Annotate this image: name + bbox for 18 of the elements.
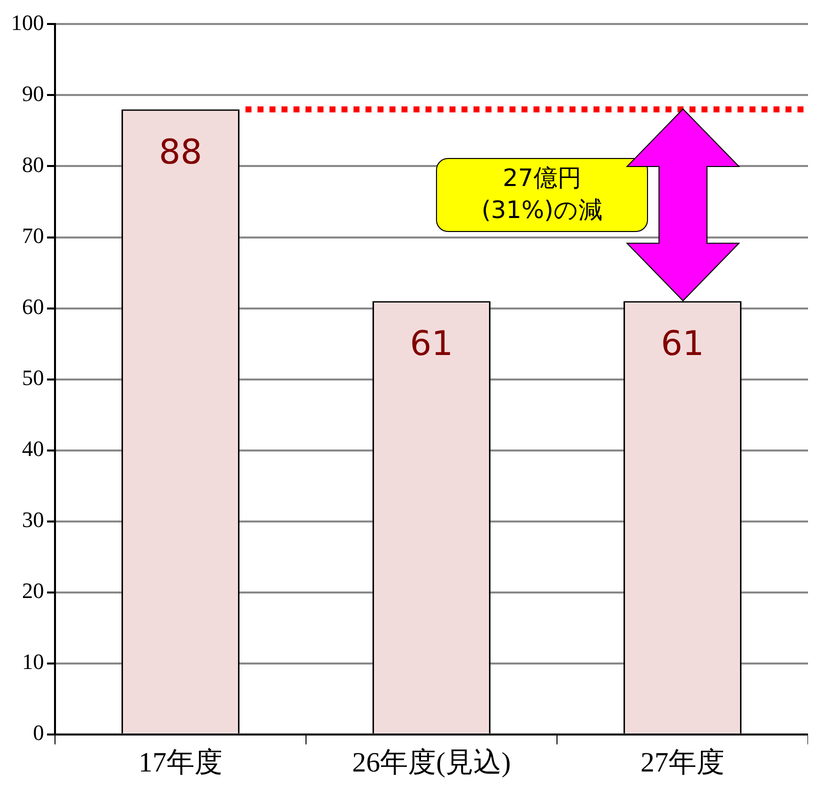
data-label: 61: [660, 324, 704, 364]
y-tick-label: 20: [22, 578, 44, 604]
data-label: 88: [158, 132, 202, 172]
y-tick-label: 60: [22, 294, 44, 320]
y-tick-label: 30: [22, 507, 44, 532]
x-tick-label: 17年度: [138, 748, 222, 779]
data-label: 61: [410, 324, 454, 364]
x-tick-label: 26年度(見込): [352, 748, 511, 779]
y-tick-label: 0: [33, 720, 44, 746]
y-tick-label: 70: [22, 223, 44, 248]
y-tick-label: 80: [22, 152, 44, 178]
y-tick-label: 40: [22, 436, 44, 462]
annotation: 27億円 (31%)の減: [480, 163, 604, 226]
x-tick-label: 27年度: [640, 748, 724, 779]
y-tick-label: 10: [22, 649, 44, 674]
y-tick-label: 100: [11, 10, 44, 35]
y-tick-label: 50: [22, 365, 44, 390]
y-tick-label: 90: [22, 81, 44, 106]
